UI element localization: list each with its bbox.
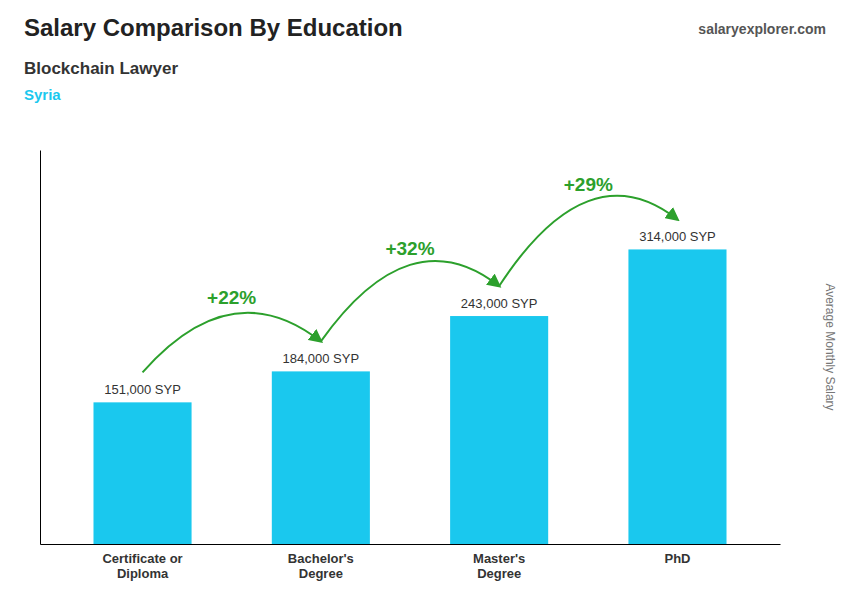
- x-tick-label: Bachelor'sDegree: [288, 551, 354, 581]
- data-labels: 151,000 SYP 184,000 SYP 243,000 SYP 314,000…: [104, 229, 716, 397]
- x-tick-label-line: Certificate or: [102, 551, 182, 566]
- x-tick-label-line: Bachelor's: [288, 551, 354, 566]
- x-tick-label: Master'sDegree: [473, 551, 525, 581]
- change-arrow: [321, 261, 499, 341]
- title: Salary Comparison By Education: [24, 14, 403, 41]
- change-arrow: [499, 196, 677, 286]
- data-label: 151,000 SYP: [104, 382, 181, 397]
- change-label: +32%: [385, 238, 434, 259]
- subtitle: Blockchain Lawyer: [24, 59, 178, 78]
- y-axis-title: Average Monthly Salary: [823, 283, 837, 410]
- y-axis: [40, 151, 41, 545]
- bar: [93, 402, 191, 544]
- plot: Certificate orDiplomaBachelor'sDegreeMas…: [41, 151, 781, 582]
- x-tick: PhD: [664, 544, 690, 566]
- change-label: +29%: [564, 174, 613, 195]
- change-arrow: [143, 313, 321, 373]
- bars: [93, 249, 726, 544]
- x-tick-label-line: PhD: [664, 551, 690, 566]
- chart: Salary Comparison By Education salaryexpl…: [0, 0, 850, 606]
- x-tick-label: Certificate orDiploma: [102, 551, 182, 581]
- x-tick-label-line: Diploma: [117, 566, 169, 581]
- x-tick-label-line: Degree: [477, 566, 521, 581]
- x-tick-label-line: Master's: [473, 551, 525, 566]
- change-annotations: +22% +32% +29%: [143, 174, 678, 372]
- data-label: 243,000 SYP: [461, 296, 538, 311]
- x-tick: Master'sDegree: [473, 544, 525, 581]
- website: salaryexplorer.com: [698, 21, 826, 37]
- x-tick: Certificate orDiploma: [102, 544, 182, 581]
- data-label: 314,000 SYP: [639, 229, 716, 244]
- bar: [628, 249, 726, 544]
- x-axis: Certificate orDiplomaBachelor'sDegreeMas…: [41, 544, 781, 581]
- x-tick-label-line: Degree: [299, 566, 343, 581]
- x-tick: Bachelor'sDegree: [288, 544, 354, 581]
- x-tick-label: PhD: [664, 551, 690, 566]
- bar: [450, 316, 548, 544]
- x-axis-line: [41, 544, 781, 545]
- change-label: +22%: [207, 287, 256, 308]
- data-label: 184,000 SYP: [283, 351, 360, 366]
- bar: [272, 371, 370, 544]
- y-axis-line: [40, 151, 41, 545]
- country: Syria: [24, 86, 61, 103]
